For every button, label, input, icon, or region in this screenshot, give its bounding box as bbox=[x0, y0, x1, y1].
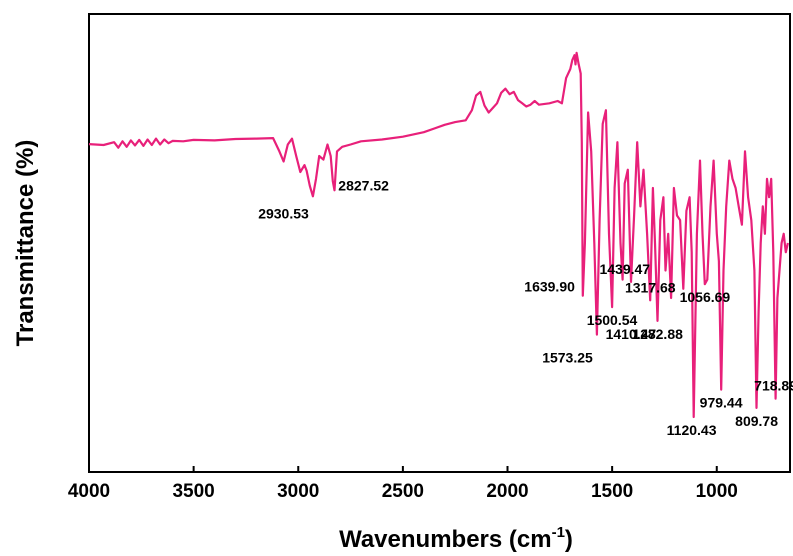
peak-annotations: 2930.53 2827.52 1639.90 1573.25 1439.47 1500.… bbox=[258, 177, 793, 438]
x-tick-label-1000: 1000 bbox=[696, 481, 738, 502]
x-axis-title-superscript: -1 bbox=[552, 524, 565, 541]
x-tick-label-2500: 2500 bbox=[382, 481, 424, 502]
peak-label-1500.54: 1500.54 bbox=[587, 312, 638, 328]
peak-label-1120.43: 1120.43 bbox=[667, 422, 717, 438]
x-tick-label-2000: 2000 bbox=[486, 481, 528, 502]
x-axis-ticks: 4000 3500 3000 2500 2000 1500 1000 bbox=[68, 466, 738, 502]
peak-label-2827.52: 2827.52 bbox=[338, 177, 389, 193]
peak-label-1056.69: 1056.69 bbox=[680, 289, 731, 305]
x-tick-label-1500: 1500 bbox=[591, 481, 633, 502]
peak-label-1317.68: 1317.68 bbox=[625, 279, 676, 295]
x-axis-title: Wavenumbers (cm-1) bbox=[339, 524, 573, 553]
peak-label-979.44: 979.44 bbox=[700, 395, 743, 411]
x-tick-label-3000: 3000 bbox=[277, 481, 319, 502]
x-tick-label-4000: 4000 bbox=[68, 481, 110, 502]
peak-label-809.78: 809.78 bbox=[735, 413, 778, 429]
y-axis-title: Transmittance (%) bbox=[12, 140, 39, 347]
peak-label-718.89: 718.89 bbox=[754, 378, 793, 394]
x-tick-label-3500: 3500 bbox=[172, 481, 214, 502]
series-line-0 bbox=[88, 51, 789, 419]
peak-label-1639.90: 1639.90 bbox=[524, 279, 575, 295]
x-axis-title-main: Wavenumbers (cm bbox=[339, 526, 552, 553]
x-axis-title-close: ) bbox=[565, 526, 573, 553]
peak-label-1410.47: 1410.47 bbox=[606, 326, 657, 342]
peak-label-1439.47: 1439.47 bbox=[599, 261, 650, 277]
plot-area-frame bbox=[88, 13, 791, 473]
spectrum-series bbox=[88, 51, 789, 419]
peak-label-1573.25: 1573.25 bbox=[542, 350, 593, 366]
peak-label-1282.88: 1282.88 bbox=[632, 326, 683, 342]
peak-label-2930.53: 2930.53 bbox=[258, 205, 309, 221]
